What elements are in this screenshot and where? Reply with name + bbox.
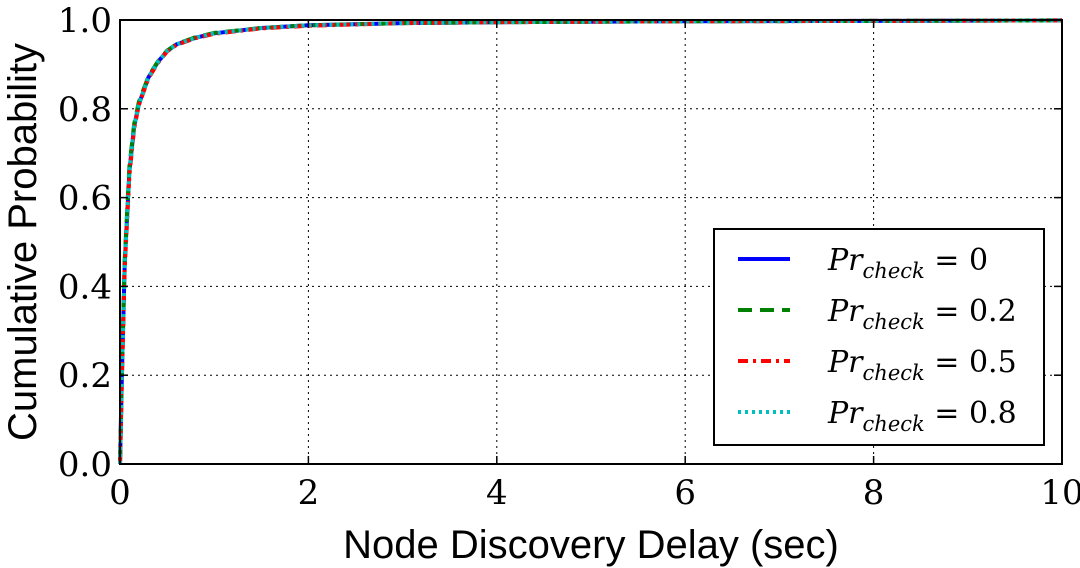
legend-label-3: Prcheck = 0.8 [827, 396, 1017, 436]
axis-ticks: 0 2 4 6 8 10 0.0 0.2 0.4 0.6 0.8 1.0 [58, 1, 1080, 513]
y-axis-label: Cumulative Probability [1, 43, 45, 441]
legend-label-1: Prcheck = 0.2 [827, 294, 1017, 334]
legend-box [713, 228, 1045, 446]
x-axis-label: Node Discovery Delay (sec) [343, 523, 839, 567]
plot-frame [119, 19, 1063, 465]
y-tick-label: 0.6 [58, 179, 112, 219]
y-tick-label: 0.8 [58, 90, 112, 130]
x-tick-label: 0 [109, 473, 131, 513]
legend: Prcheck = 0 Prcheck = 0.2 Prcheck = 0.5 Prc… [713, 228, 1045, 446]
y-tick-label: 0.4 [58, 267, 112, 307]
x-tick-label: 2 [298, 473, 320, 513]
x-tick-label: 6 [674, 473, 696, 513]
x-tick-label: 4 [486, 473, 508, 513]
legend-label-2: Prcheck = 0.5 [827, 345, 1017, 385]
legend-label-0: Prcheck = 0 [827, 243, 988, 283]
y-tick-label: 0.2 [58, 356, 112, 396]
y-tick-label: 0.0 [58, 445, 112, 485]
x-tick-label: 8 [863, 473, 885, 513]
y-tick-label: 1.0 [58, 1, 112, 41]
x-tick-label: 10 [1040, 473, 1080, 513]
